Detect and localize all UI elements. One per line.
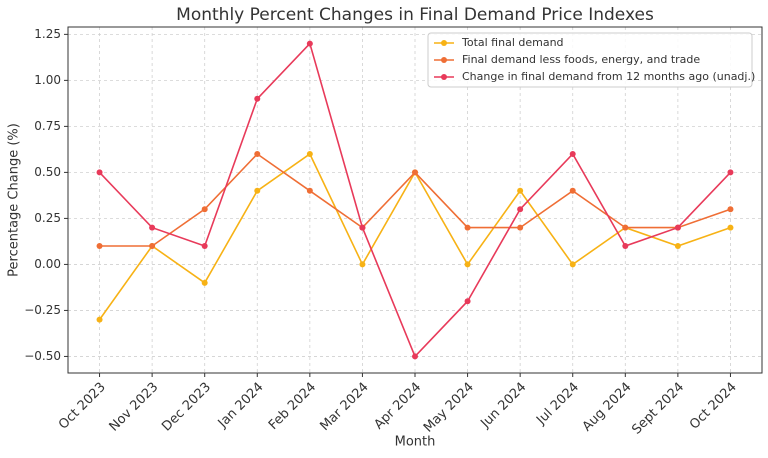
x-tick-label: Jul 2024 [533,380,582,429]
point [412,169,418,176]
point [201,279,208,286]
legend-label: Total final demand [461,36,564,49]
legend: Total final demand Final demand less food… [427,32,755,88]
point [96,169,103,176]
legend-box [427,32,753,88]
point [359,261,366,268]
point [306,187,313,194]
legend-label: Final demand less foods, energy, and tra… [462,53,700,66]
point [727,224,734,231]
y-axis-label: Percentage Change (%) [7,123,22,277]
x-tick-label: Sept 2024 [629,380,687,438]
point [464,298,471,305]
point [149,243,156,250]
y-tick-label: 0.50 [34,165,61,179]
y-tick-label: 0.00 [34,257,61,271]
x-tick-label: Jan 2024 [215,380,267,432]
point [359,224,366,231]
point [201,243,208,250]
y-tick-label: 1.25 [34,27,61,41]
point [517,224,524,231]
point [569,187,576,194]
point [569,150,576,157]
y-tick-label: 0.75 [34,119,61,133]
point [306,150,313,157]
point [254,187,261,194]
point [727,169,734,176]
y-tick-label: 1.00 [34,73,61,87]
point [464,224,471,231]
point [412,353,418,360]
x-tick-label: Aug 2024 [580,380,635,435]
point [464,261,471,268]
point [517,206,524,213]
x-tick-label: Jun 2024 [477,380,529,432]
legend-marker [441,40,447,46]
point [569,261,576,268]
x-tick-label: Dec 2023 [159,380,214,435]
y-tick-label: 0.25 [34,211,61,225]
point [727,206,734,213]
x-tick-label: Apr 2024 [371,380,424,433]
x-tick-label: May 2024 [421,380,477,436]
x-tick-label: Oct 2023 [56,380,109,433]
point [306,40,313,47]
x-tick-label: Oct 2024 [687,380,740,433]
chart-title: Monthly Percent Changes in Final Demand … [176,5,654,25]
point [622,224,629,231]
x-axis-label: Month [395,435,436,450]
point [254,95,261,102]
point [201,206,208,213]
x-tick-label: Feb 2024 [266,380,319,433]
legend-marker [441,57,447,63]
point [674,224,681,231]
legend-marker [441,74,447,80]
y-tick-label: −0.50 [24,349,61,363]
plot-frame [67,26,763,374]
legend-label: Change in final demand from 12 months ag… [462,70,755,83]
point [517,187,524,194]
point [622,243,629,250]
y-tick-label: −0.25 [24,303,61,317]
point [96,316,103,323]
point [674,243,681,250]
point [254,150,261,157]
x-tick-label: Nov 2023 [107,380,162,435]
point [96,243,103,250]
point [149,224,156,231]
x-tick-label: Mar 2024 [317,380,371,434]
